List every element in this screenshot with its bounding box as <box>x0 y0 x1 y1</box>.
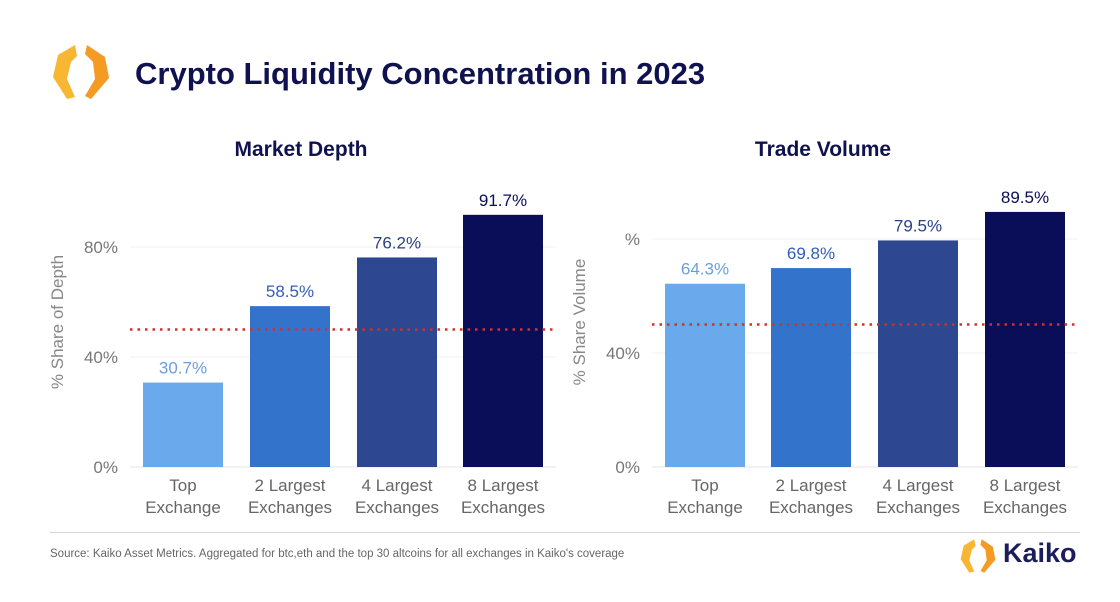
bar <box>665 283 745 467</box>
data-label: 58.5% <box>266 282 314 301</box>
y-axis-label: % Share of Depth <box>48 255 67 389</box>
x-tick-label: 2 Largest <box>255 476 326 495</box>
data-label: 69.8% <box>787 244 835 263</box>
y-tick-label: 0% <box>615 458 640 477</box>
chart-title: Trade Volume <box>755 138 891 161</box>
data-label: 30.7% <box>159 359 207 378</box>
data-label: 76.2% <box>373 233 421 252</box>
y-tick-label: % <box>625 230 640 249</box>
bar <box>985 211 1065 467</box>
y-axis-label: % Share Volume <box>570 259 589 386</box>
bar <box>250 306 330 467</box>
x-tick-label: 4 Largest <box>362 476 433 495</box>
x-tick-label: Exchanges <box>769 498 853 517</box>
x-tick-label: Exchanges <box>248 498 332 517</box>
chart-title: Market Depth <box>234 138 367 161</box>
data-label: 89.5% <box>1001 188 1049 207</box>
x-tick-label: Top <box>691 476 718 495</box>
y-tick-label: 80% <box>84 238 118 257</box>
x-tick-label: 2 Largest <box>776 476 847 495</box>
data-label: 79.5% <box>894 216 942 235</box>
bar <box>771 268 851 467</box>
brand-name: Kaiko <box>1003 538 1077 568</box>
data-label: 91.7% <box>479 191 527 210</box>
bar <box>463 214 543 467</box>
source-note: Source: Kaiko Asset Metrics. Aggregated … <box>50 548 625 560</box>
x-tick-label: Exchange <box>145 498 221 517</box>
data-label: 64.3% <box>681 260 729 279</box>
x-tick-label: Exchanges <box>355 498 439 517</box>
x-tick-label: Top <box>169 476 196 495</box>
y-tick-label: 40% <box>606 344 640 363</box>
bar <box>143 382 223 467</box>
x-tick-label: 8 Largest <box>990 476 1061 495</box>
x-tick-label: Exchanges <box>983 498 1067 517</box>
y-tick-label: 0% <box>93 458 118 477</box>
page-title: Crypto Liquidity Concentration in 2023 <box>135 56 706 91</box>
divider <box>50 532 1080 533</box>
bar <box>357 257 437 467</box>
x-tick-label: 8 Largest <box>468 476 539 495</box>
x-tick-label: Exchange <box>667 498 743 517</box>
x-tick-label: Exchanges <box>461 498 545 517</box>
bar <box>878 240 958 467</box>
x-tick-label: 4 Largest <box>883 476 954 495</box>
x-tick-label: Exchanges <box>876 498 960 517</box>
y-tick-label: 40% <box>84 348 118 367</box>
